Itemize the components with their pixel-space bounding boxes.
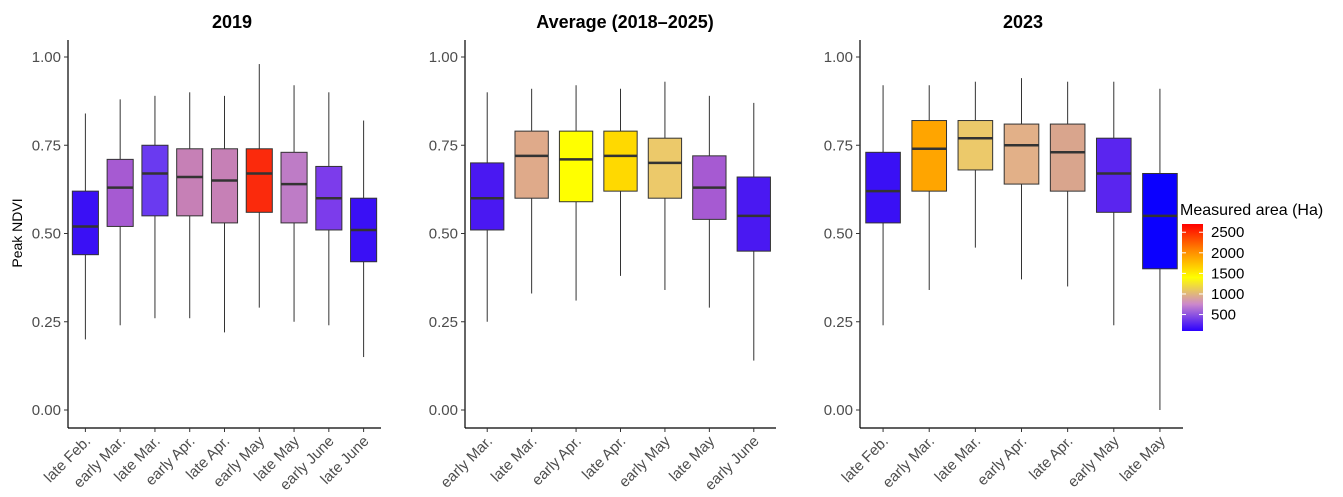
y-tick-label: 0.00 xyxy=(429,402,458,419)
box-6 xyxy=(245,64,273,308)
box-4 xyxy=(176,92,204,319)
box-5 xyxy=(210,95,239,333)
y-tick-label: 1.00 xyxy=(429,49,458,66)
y-tick-label: 0.25 xyxy=(824,314,853,331)
y-tick-label: 0.00 xyxy=(32,402,61,419)
box-body xyxy=(1003,123,1040,185)
box-body xyxy=(210,148,239,224)
legend-label: 1500 xyxy=(1211,265,1244,282)
box-body xyxy=(865,151,901,224)
legend-colorbar xyxy=(1182,224,1203,331)
box-5 xyxy=(1049,81,1086,287)
x-tick-label: early Apr. xyxy=(974,433,1030,489)
box-3 xyxy=(558,85,594,301)
box-body xyxy=(736,176,771,252)
box-body xyxy=(280,151,308,224)
x-tick-label: late May xyxy=(1117,432,1169,484)
y-tick-label: 0.75 xyxy=(429,137,458,154)
box-7 xyxy=(736,102,771,361)
legend-title: Measured area (Ha) xyxy=(1180,202,1323,219)
box-7 xyxy=(280,85,308,322)
box-5 xyxy=(647,81,683,290)
y-tick-label: 0.75 xyxy=(824,137,853,154)
legend: Measured area (Ha) 2500 2000 1500 1000 500 xyxy=(1180,202,1323,331)
x-tick-label: early Apr. xyxy=(529,433,585,489)
legend-label: 500 xyxy=(1211,307,1236,324)
box-1 xyxy=(865,85,901,326)
y-tick-label: 0.25 xyxy=(429,314,458,331)
panel-title: 2023 xyxy=(1003,12,1043,32)
box-body xyxy=(106,158,134,227)
box-body xyxy=(647,137,683,199)
y-axis-title: Peak NDVI xyxy=(9,198,25,267)
y-tick-label: 0.50 xyxy=(824,226,853,243)
box-4 xyxy=(1003,78,1040,280)
box-6 xyxy=(1095,81,1132,326)
box-body xyxy=(514,130,549,199)
box-1 xyxy=(470,92,505,322)
panel-title: Average (2018–2025) xyxy=(536,12,713,32)
box-body xyxy=(141,144,169,217)
box-8 xyxy=(315,92,343,326)
box-3 xyxy=(141,95,169,319)
panel-title: 2019 xyxy=(212,12,252,32)
x-tick-label: early May xyxy=(1065,432,1123,490)
box-body xyxy=(470,162,505,231)
box-6 xyxy=(692,95,727,308)
box-body xyxy=(176,148,204,217)
y-tick-label: 0.50 xyxy=(429,226,458,243)
legend-label: 1000 xyxy=(1211,286,1244,303)
box-body xyxy=(1049,123,1086,192)
y-tick-label: 1.00 xyxy=(32,49,61,66)
box-1 xyxy=(71,113,99,340)
box-body xyxy=(957,120,994,171)
box-7 xyxy=(1142,88,1178,410)
box-body xyxy=(245,148,273,213)
y-tick-label: 1.00 xyxy=(824,49,853,66)
box-3 xyxy=(957,81,994,248)
y-tick-label: 0.75 xyxy=(32,137,61,154)
y-tick-label: 0.25 xyxy=(32,314,61,331)
panel-2: Average (2018–2025) 0.00 0.25 0.50 0.75 1.00 e… xyxy=(429,12,776,494)
box-body xyxy=(911,120,948,192)
box-body xyxy=(1142,172,1178,270)
box-body xyxy=(1095,137,1132,213)
box-2 xyxy=(106,99,134,326)
box-4 xyxy=(603,88,638,276)
box-2 xyxy=(911,85,948,290)
legend-label: 2500 xyxy=(1211,224,1244,241)
y-tick-label: 0.50 xyxy=(32,226,61,243)
box-body xyxy=(71,190,99,256)
box-2 xyxy=(514,88,549,294)
box-body xyxy=(603,130,638,192)
legend-label: 2000 xyxy=(1211,245,1244,262)
y-tick-label: 0.00 xyxy=(824,402,853,419)
box-9 xyxy=(350,120,378,358)
x-tick-label: early Mar. xyxy=(437,433,496,492)
box-body xyxy=(558,130,594,203)
